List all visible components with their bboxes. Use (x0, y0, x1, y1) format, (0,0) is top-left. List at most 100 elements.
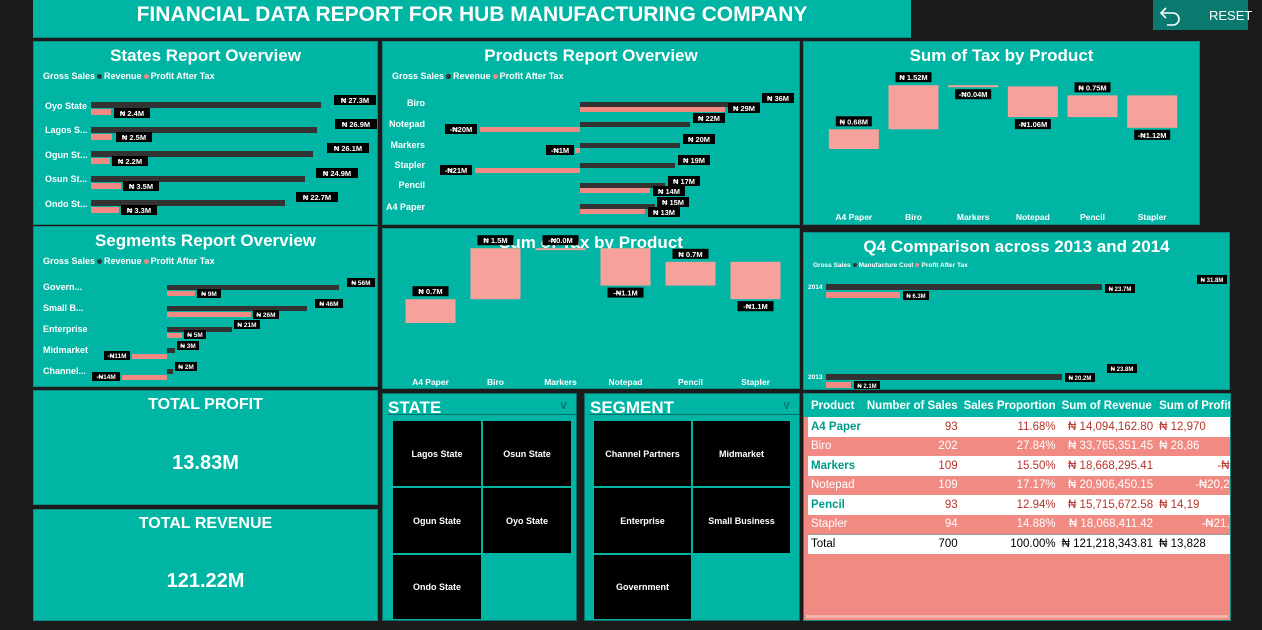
legend-gross-sales: Gross Sales (43, 256, 96, 266)
data-label: -₦0.0M (548, 236, 573, 245)
data-label: -₦0.04M (959, 90, 988, 99)
gross-bar (580, 143, 680, 148)
axis-label: 2014 (808, 284, 823, 291)
data-label: ₦ 9M (201, 291, 217, 298)
q4-bar-chart: 2014 ₦ 31.8M ₦ 23.7M ₦ 6.3M 2013 ₦ 23.8M… (808, 275, 1227, 389)
products-legend: Gross Sales Revenue Profit After Tax (392, 71, 564, 81)
table-row[interactable]: Stapler 94 14.88% ₦ 18,068,411.42 -₦21,1… (808, 514, 1230, 534)
states-row: Osun St... ₦ 24.9M ₦ 3.5M (45, 168, 358, 191)
legend-revenue: Revenue (453, 71, 491, 81)
data-label: -₦1.1M (743, 302, 768, 311)
tax-bar (888, 85, 939, 130)
data-label: ₦ 27.3M (341, 96, 369, 105)
tax-mid-waterfall-chart: ₦ 0.7M A4 Paper ₦ 1.5M Biro -₦0.0M Markers -₦1… (405, 235, 781, 387)
profit-bar (91, 183, 121, 189)
data-label: ₦ 3.3M (127, 206, 151, 215)
table-row[interactable]: Pencil 93 12.94% ₦ 15,715,672.58 ₦ 14,19 (808, 495, 1230, 515)
cell: ₦ 13,828 (1159, 538, 1206, 550)
table-row[interactable]: Markers 109 15.50% ₦ 18,668,295.41 -₦78 (808, 456, 1230, 476)
segment-tile-government[interactable]: Government (594, 555, 691, 619)
data-label: ₦ 23.7M (1109, 287, 1132, 293)
cell: -₦21,19 (1201, 518, 1230, 530)
segment-tile-enterprise[interactable]: Enterprise (594, 488, 691, 553)
axis-label: Osun St... (45, 174, 87, 184)
gross-bar (91, 102, 321, 108)
states-row: Ondo St... ₦ 22.7M ₦ 3.3M (45, 192, 338, 215)
horizontal-scrollbar[interactable] (806, 615, 1228, 618)
data-label: -₦1.1M (613, 289, 638, 298)
revenue-bar (580, 188, 650, 193)
segment-tile-channel-partners[interactable]: Channel Partners (594, 421, 691, 486)
total-profit-card: TOTAL PROFIT 13.83M (33, 390, 378, 505)
gross-bar (580, 163, 675, 168)
cell-product: Biro (811, 440, 832, 453)
data-label: ₦ 6.3M (906, 294, 925, 300)
gross-bar (167, 306, 307, 311)
tax-bar (828, 129, 879, 149)
reset-button[interactable]: RESET (1153, 0, 1252, 30)
data-label: ₦ 20M (688, 135, 710, 144)
state-tile-lagos[interactable]: Lagos State (393, 421, 481, 486)
profit-bar (475, 168, 580, 173)
data-label: ₦ 3.5M (129, 182, 153, 191)
cell-total: Total (811, 538, 836, 550)
tax-bar (405, 299, 456, 323)
data-label: ₦ 14M (658, 187, 680, 196)
data-label: ₦ 20.2M (1069, 376, 1092, 382)
total-profit-title: TOTAL PROFIT (148, 396, 263, 413)
data-label-box (542, 235, 579, 246)
data-label: -₦11M (107, 353, 126, 360)
data-label: ₦ 0.68M (840, 117, 868, 126)
total-revenue-card: TOTAL REVENUE 121.22M (33, 509, 378, 621)
chevron-down-icon[interactable]: ∨ (782, 398, 791, 412)
data-label: ₦ 19M (683, 156, 705, 165)
cell-product: Markers (811, 459, 856, 472)
cell: 94 (944, 518, 958, 530)
data-label: ₦ 3M (180, 343, 196, 350)
segment-tile-small-business[interactable]: Small Business (693, 488, 790, 553)
data-label-box (737, 301, 774, 312)
undo-arrow-icon (1159, 7, 1180, 26)
segment-tile-midmarket[interactable]: Midmarket (693, 421, 790, 486)
states-bar-chart: Oyo State ₦ 27.3M ₦ 2.4M Lagos S... ₦ 26… (45, 95, 377, 215)
category-label: Notepad (1016, 212, 1050, 222)
cell-product: Notepad (811, 479, 855, 492)
state-tile-ondo[interactable]: Ondo State (393, 555, 481, 619)
manufacture-cost-bar (826, 284, 1102, 290)
table-row[interactable]: Biro 202 27.84% ₦ 33,765,351.45 ₦ 28,86 (808, 436, 1230, 456)
cell: 27.84% (1016, 440, 1056, 453)
state-tile-osun[interactable]: Osun State (483, 421, 571, 486)
legend-gross-sales: Gross Sales (43, 71, 96, 81)
data-label: -₦1.06M (1018, 120, 1047, 129)
state-tile-oyo[interactable]: Oyo State (483, 488, 571, 553)
q4-legend: Gross Sales Manufacture Cost Profit After … (813, 262, 968, 269)
category-label: Pencil (1080, 212, 1105, 222)
table-row[interactable]: Notepad 109 17.17% ₦ 20,906,450.15 -₦20,… (808, 475, 1230, 495)
cell: ₦ 12,970 (1159, 420, 1206, 433)
state-tile-ogun[interactable]: Ogun State (393, 488, 481, 553)
col-header[interactable]: Product (811, 399, 855, 412)
col-header[interactable]: Number of Sales (866, 399, 958, 412)
tax-top-waterfall-chart: ₦ 0.68M A4 Paper ₦ 1.52M Biro -₦0.04M Markers… (828, 72, 1178, 222)
chevron-down-icon[interactable]: ∨ (559, 398, 568, 412)
gross-bar (167, 285, 339, 290)
legend-profit: Profit After Tax (150, 256, 215, 266)
cell: 93 (944, 498, 958, 511)
gross-bar (91, 200, 285, 206)
col-header[interactable]: Sum of Profit A (1159, 399, 1231, 412)
gross-bar (580, 102, 760, 107)
products-bar-chart: Biro Notepad Markers Stapler Pencil A4 P… (386, 93, 794, 217)
table-row[interactable]: A4 Paper 93 11.68% ₦ 14,094,162.80 ₦ 12,… (808, 417, 1230, 437)
col-header[interactable]: Sum of Revenue (1061, 399, 1152, 412)
data-label: ₦ 2M (178, 364, 194, 371)
states-report-title: States Report Overview (110, 46, 301, 65)
col-header[interactable]: Sales Proportion (963, 399, 1056, 412)
product-table-panel: Product Number of Sales Sales Proportion… (803, 393, 1231, 621)
cell: 17.17% (1016, 479, 1056, 492)
profit-bar (122, 375, 167, 380)
states-row: Lagos S... ₦ 26.9M ₦ 2.5M (45, 119, 377, 142)
legend-revenue: Revenue (104, 256, 142, 266)
data-label-box (895, 72, 932, 83)
data-label: ₦ 26M (256, 312, 275, 319)
category-label: Stapler (1138, 212, 1168, 222)
